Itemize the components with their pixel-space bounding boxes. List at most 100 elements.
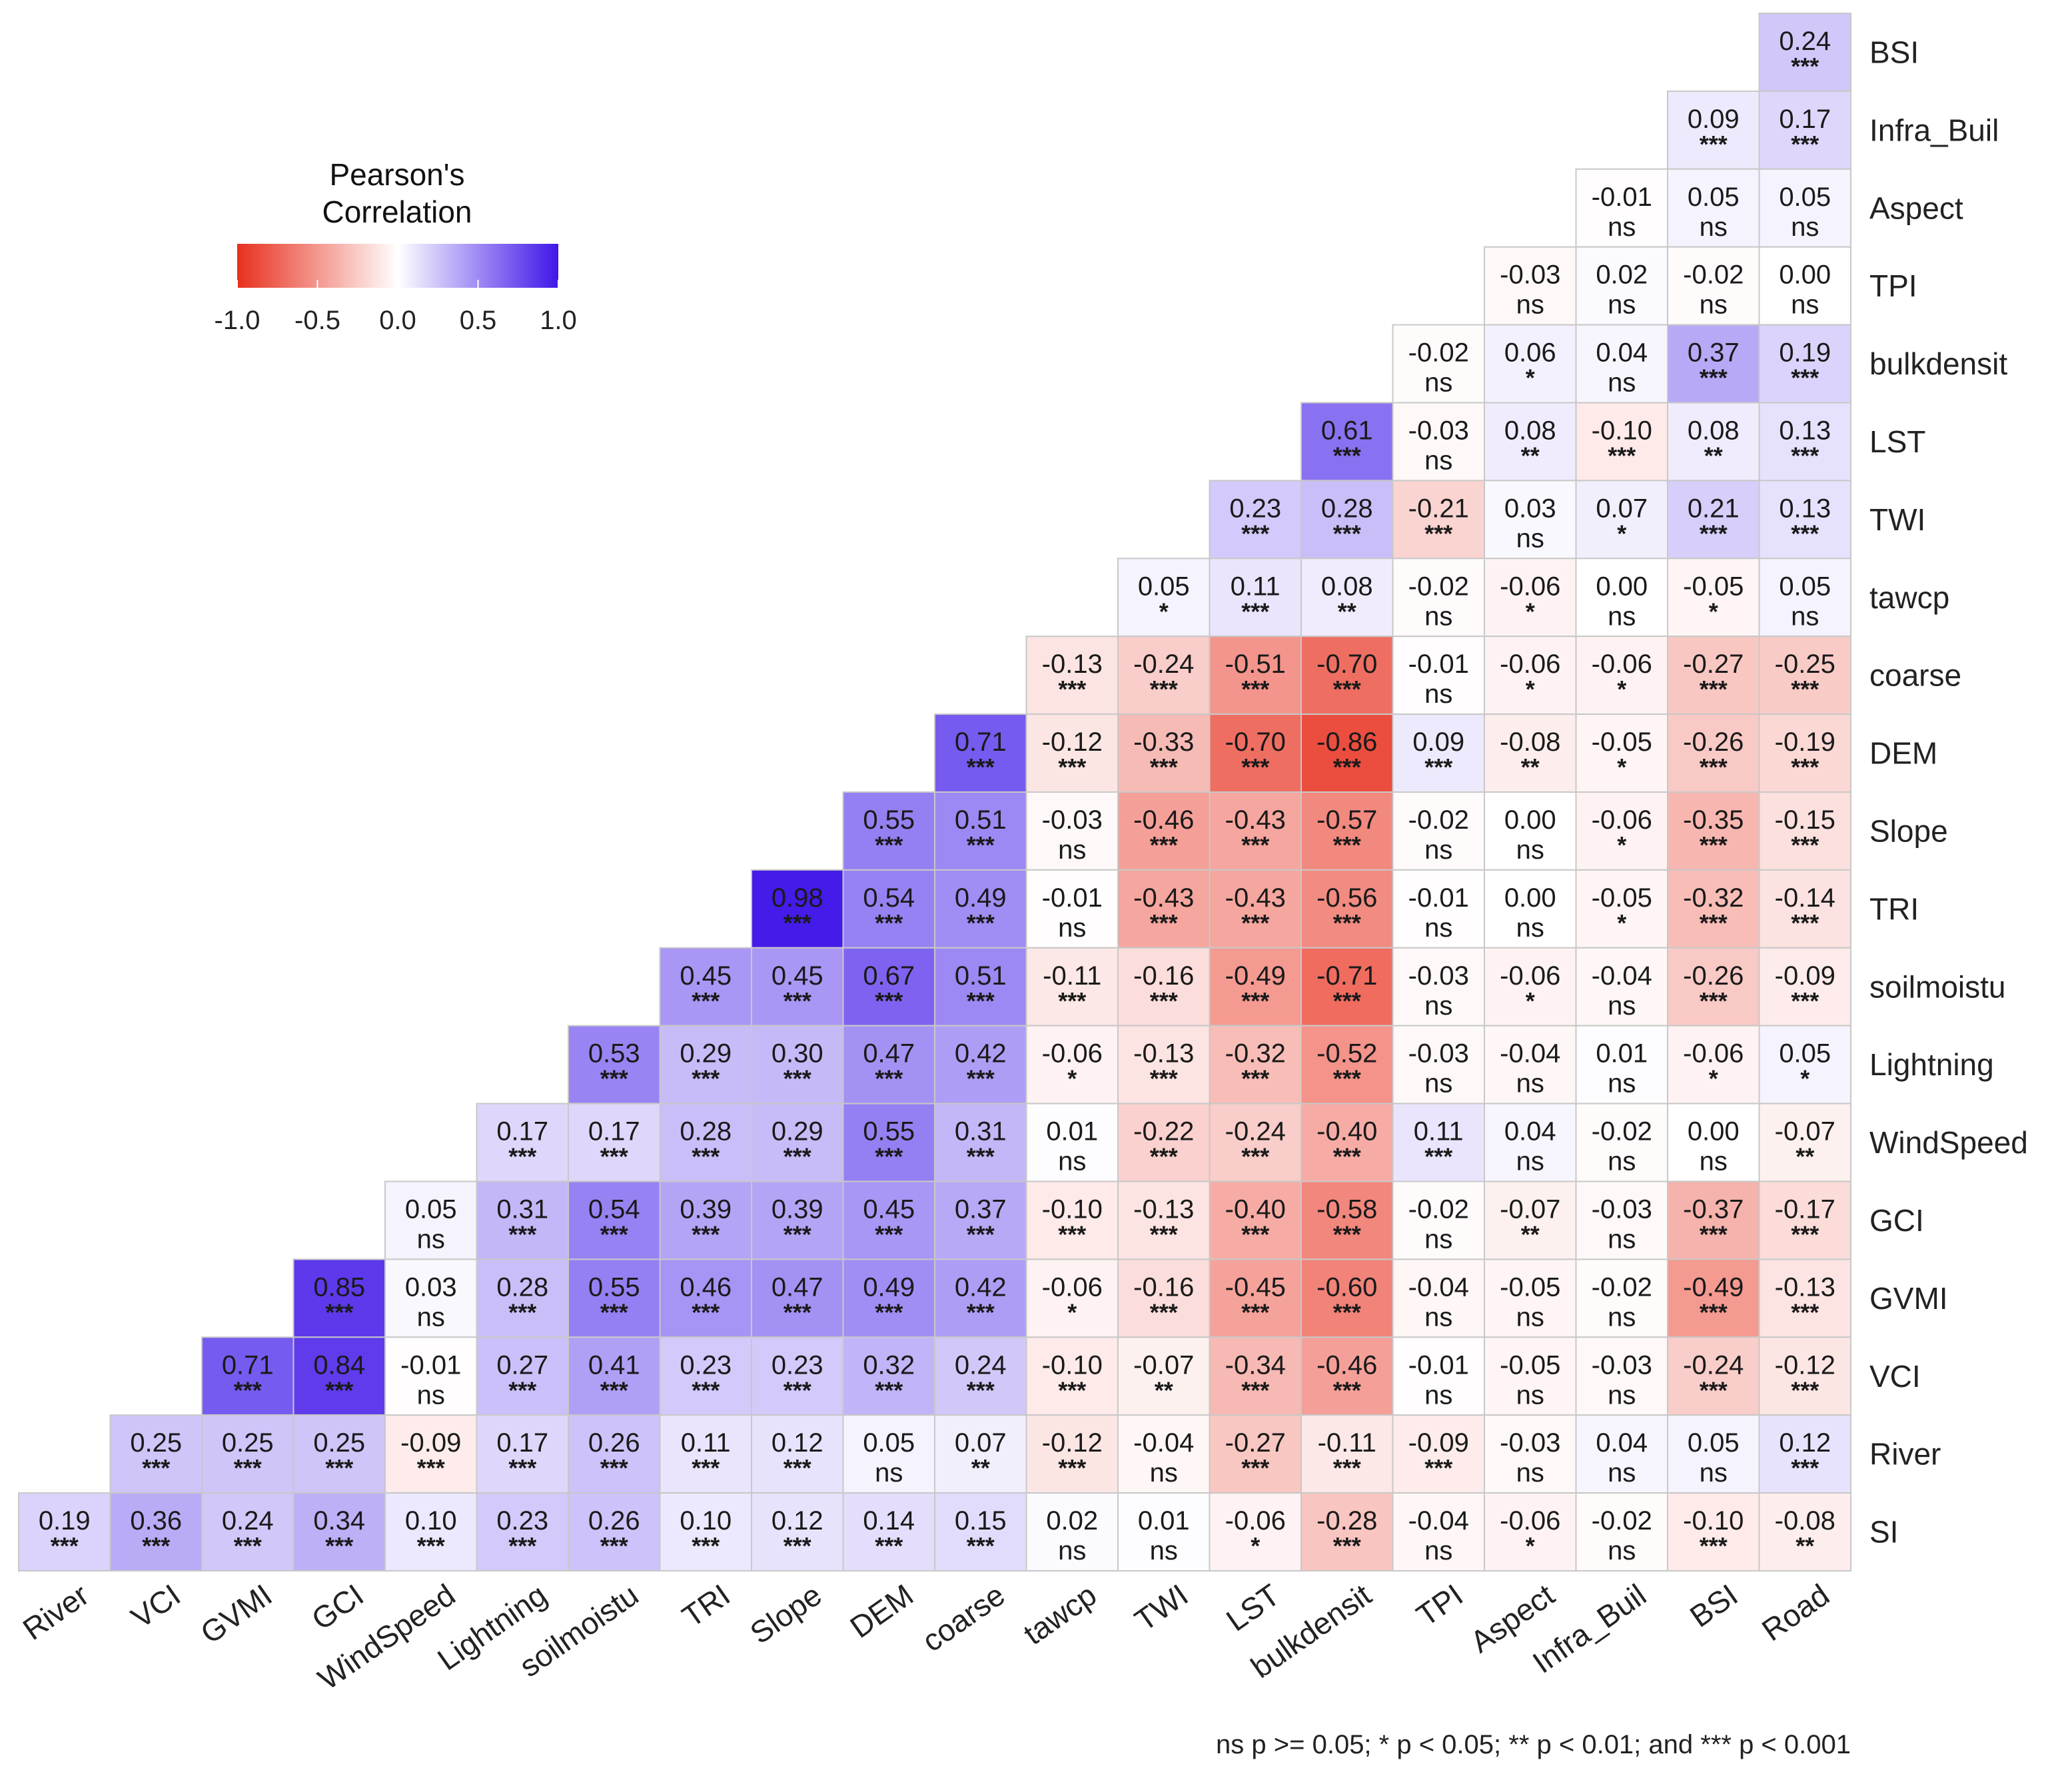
cell-value: -0.13 <box>1133 1195 1194 1224</box>
cell-value: -0.06 <box>1500 650 1560 679</box>
heatmap-cell: -0.06* <box>1025 1025 1119 1105</box>
cell-fill <box>1667 1025 1760 1105</box>
cell-significance: *** <box>508 1143 536 1170</box>
heatmap-cell: -0.51*** <box>1209 636 1302 715</box>
cell-significance: *** <box>1241 753 1269 781</box>
cell-value: -0.03 <box>1592 1195 1652 1224</box>
cell-value: -0.02 <box>1592 1272 1652 1302</box>
cell-value: 0.55 <box>863 1117 915 1146</box>
cell-value: -0.03 <box>1042 805 1103 835</box>
cell-significance: *** <box>1241 675 1269 703</box>
cell-value: -0.40 <box>1316 1117 1377 1146</box>
cell-significance: *** <box>967 831 995 859</box>
cell-significance: ** <box>1338 598 1356 625</box>
cell-significance: ns <box>1608 213 1636 242</box>
heatmap-cell: -0.49*** <box>1667 1258 1760 1338</box>
cell-fill <box>1117 1025 1211 1105</box>
cell-value: 0.02 <box>1046 1506 1098 1536</box>
cell-value: -0.24 <box>1683 1350 1744 1380</box>
cell-value: 0.13 <box>1779 416 1831 446</box>
cell-fill <box>568 1025 661 1105</box>
cell-value: 0.31 <box>496 1195 548 1224</box>
cell-significance: *** <box>783 1532 811 1559</box>
cell-value: 0.54 <box>588 1195 640 1224</box>
cell-value: 0.01 <box>1138 1506 1190 1536</box>
cell-value: -0.49 <box>1225 961 1286 991</box>
cell-fill <box>1484 1103 1577 1182</box>
heatmap-cell: -0.12*** <box>1025 713 1119 793</box>
cell-value: 0.04 <box>1504 1117 1556 1146</box>
cell-significance: *** <box>1333 831 1361 859</box>
heatmap-cell: -0.27*** <box>1667 636 1760 715</box>
cell-significance: ns <box>1516 1069 1544 1099</box>
cell-value: -0.46 <box>1133 805 1194 835</box>
cell-significance: ns <box>1791 290 1819 320</box>
heatmap-cell: 0.29*** <box>751 1103 844 1182</box>
cell-significance: *** <box>600 1532 628 1559</box>
cell-significance: *** <box>1150 1065 1178 1093</box>
cell-significance: ns <box>1516 290 1544 320</box>
cell-significance: *** <box>1424 1143 1452 1170</box>
cell-fill <box>1300 791 1394 871</box>
cell-value: 0.24 <box>222 1506 274 1536</box>
cell-fill <box>1758 636 1851 715</box>
heatmap-cell: 0.51*** <box>934 791 1027 871</box>
cell-value: -0.86 <box>1316 727 1377 757</box>
heatmap-cell: 0.25*** <box>201 1414 294 1494</box>
cell-significance: *** <box>1333 1221 1361 1248</box>
cell-significance: * <box>1617 520 1626 547</box>
cell-fill <box>292 1336 386 1416</box>
cell-fill <box>934 791 1027 871</box>
row-label: TPI <box>1869 268 1917 303</box>
cell-value: 0.08 <box>1688 416 1740 446</box>
heatmap-cell: 0.42*** <box>934 1025 1027 1105</box>
heatmap-cell: -0.10*** <box>1025 1336 1119 1416</box>
row-label: Slope <box>1869 813 1948 848</box>
cell-significance: *** <box>1241 598 1269 625</box>
heatmap-cell: -0.06* <box>1667 1025 1760 1105</box>
heatmap-cell: 0.54*** <box>842 869 935 949</box>
cell-fill <box>1392 558 1485 638</box>
cell-value: 0.53 <box>588 1039 640 1069</box>
heatmap-cell: -0.10*** <box>1667 1492 1760 1572</box>
cell-fill <box>1392 1103 1485 1182</box>
cell-fill <box>751 869 844 949</box>
heatmap-cell: -0.60*** <box>1300 1258 1394 1338</box>
cell-fill <box>1575 1103 1668 1182</box>
cell-fill <box>109 1414 203 1494</box>
heatmap-cell: -0.52*** <box>1300 1025 1394 1105</box>
cell-fill <box>659 1025 752 1105</box>
cell-fill <box>1392 324 1485 404</box>
cell-fill <box>1758 791 1851 871</box>
cell-significance: *** <box>692 1298 720 1326</box>
cell-fill <box>1484 1258 1577 1338</box>
cell-value: -0.57 <box>1316 805 1377 835</box>
cell-significance: ns <box>1424 913 1452 943</box>
significance-footnote: ns p >= 0.05; * p < 0.05; ** p < 0.01; a… <box>1216 1730 1851 1759</box>
cell-fill <box>568 1103 661 1182</box>
heatmap-cell: -0.13*** <box>1117 1025 1211 1105</box>
cell-significance: *** <box>783 909 811 937</box>
column-label: TRI <box>676 1577 736 1634</box>
cell-significance: *** <box>1150 1143 1178 1170</box>
cell-value: 0.23 <box>496 1506 548 1536</box>
cell-significance: * <box>1526 364 1535 392</box>
heatmap-cell: -0.70*** <box>1300 636 1394 715</box>
cell-value: 0.47 <box>863 1039 915 1069</box>
cell-value: 0.29 <box>680 1039 732 1069</box>
cell-fill <box>1484 1414 1577 1494</box>
heatmap-cell: -0.10*** <box>1575 402 1668 482</box>
heatmap-cell: 0.98*** <box>751 869 844 949</box>
cell-fill <box>1300 480 1394 560</box>
cell-value: 0.51 <box>955 805 1007 835</box>
cell-fill <box>751 1103 844 1182</box>
cell-value: 0.01 <box>1596 1039 1648 1069</box>
cell-value: -0.35 <box>1683 805 1744 835</box>
heatmap-cell: 0.08** <box>1484 402 1577 482</box>
